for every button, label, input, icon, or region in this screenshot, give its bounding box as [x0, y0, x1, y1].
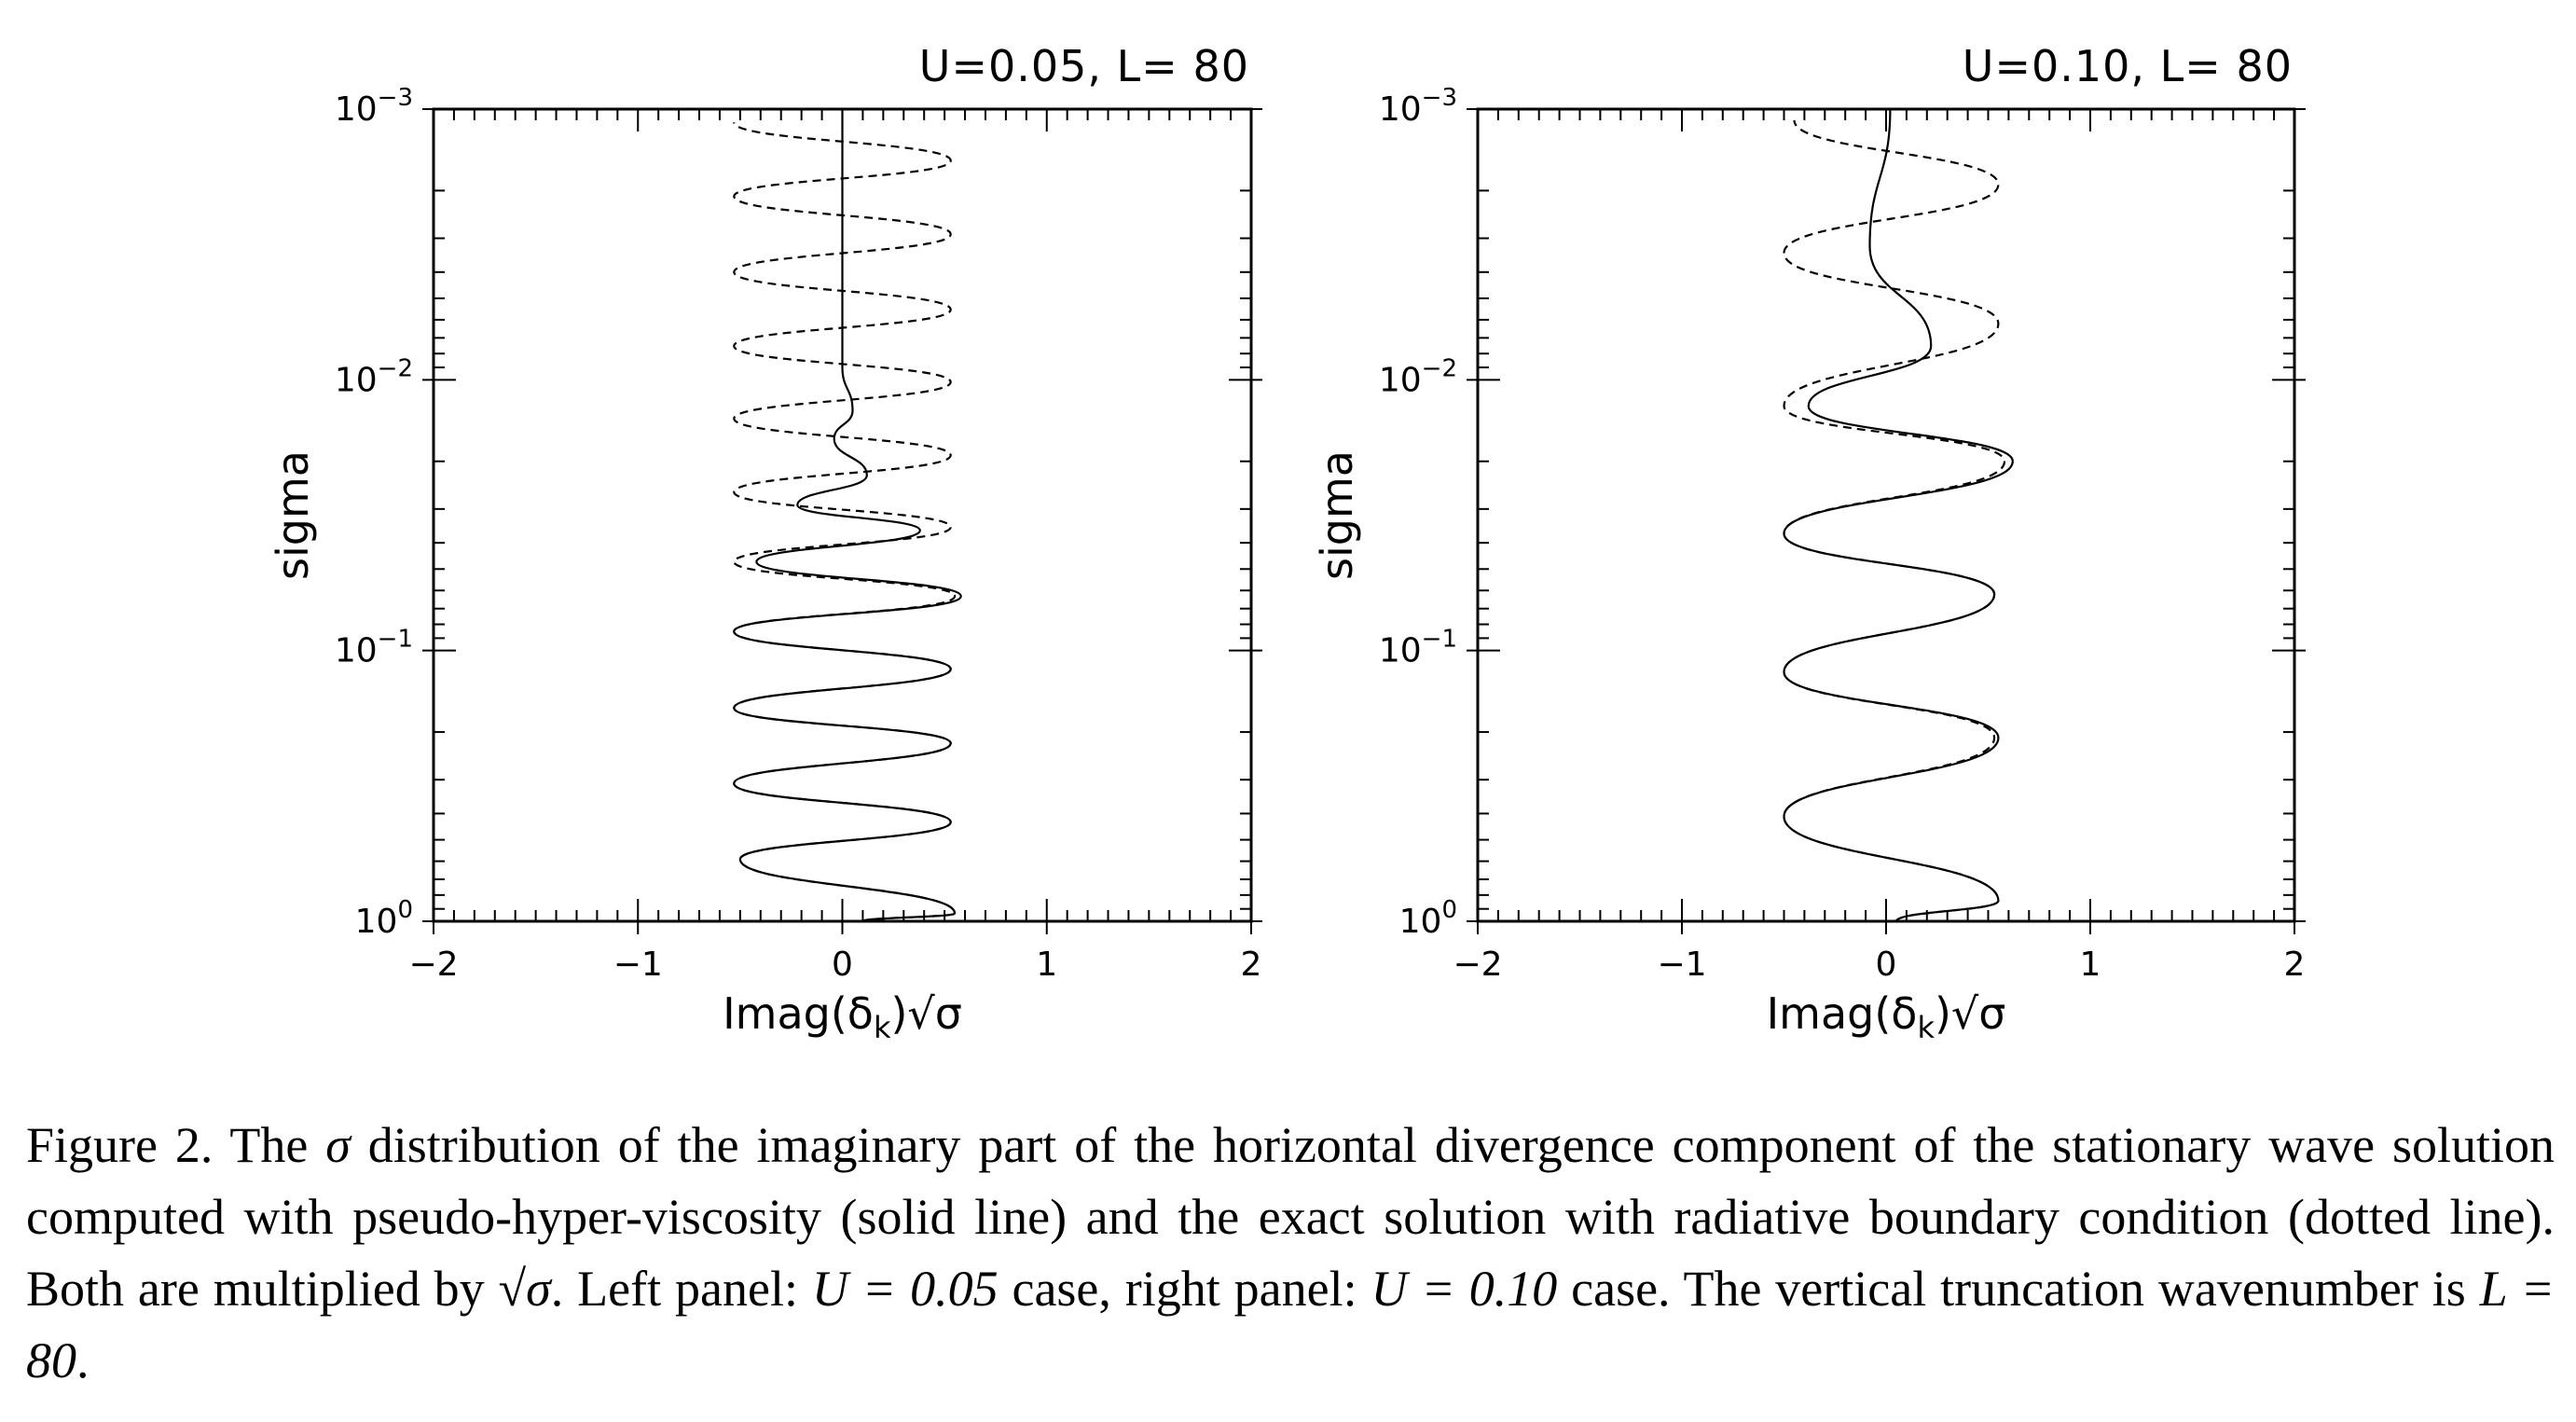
caption-text-1: Figure 2. The	[26, 1117, 326, 1173]
y-tick-label: 100	[355, 896, 413, 941]
y-tick-label: 10−2	[335, 354, 413, 399]
plot-frame	[1476, 107, 2296, 923]
y-tick-label: 100	[1399, 896, 1457, 941]
caption-eq-u010: U = 0.10	[1371, 1261, 1558, 1317]
caption-eq-l80: L = 80	[26, 1261, 2555, 1388]
x-tick-label: 2	[1241, 946, 1262, 984]
caption-text-5: case. The vertical truncation wavenumber…	[1557, 1261, 2480, 1317]
x-tick-label: −2	[1453, 946, 1502, 984]
y-axis-label: sigma	[1312, 450, 1362, 580]
x-axis-label: Imag(δk)√σ	[1767, 988, 2006, 1045]
caption-text-4: case, right panel:	[998, 1261, 1371, 1317]
caption-text-6: .	[76, 1332, 90, 1388]
caption-sqrt-sigma: √σ	[498, 1261, 551, 1317]
left-panel: −2 −1 0 1 2 10−3 10−2 10−1 100 U=0.05, L= 80 Imag(…	[268, 41, 1262, 1045]
y-tick-label: 10−3	[1379, 84, 1457, 129]
series-dashed	[1783, 119, 2006, 923]
x-tick-label: −1	[613, 946, 663, 984]
panel-title: U=0.10, L= 80	[1963, 41, 2293, 91]
caption-eq-u005: U = 0.05	[811, 1261, 999, 1317]
x-axis-label: Imag(δk)√σ	[723, 988, 962, 1045]
x-tick-label: 0	[832, 946, 853, 984]
series-solid	[1783, 108, 2014, 923]
caption-text-2: distribution of the imaginary part of th…	[26, 1117, 2555, 1317]
x-tick-label: 1	[1036, 946, 1057, 984]
series-solid	[733, 109, 962, 923]
x-tick-label: −2	[408, 946, 458, 984]
figure-caption: Figure 2. The σ distribution of the imag…	[26, 1110, 2555, 1397]
x-tick-label: 1	[2080, 946, 2101, 984]
x-tick-label: 2	[2284, 946, 2306, 984]
series-dashed	[733, 121, 957, 923]
y-tick-label: 10−3	[335, 84, 413, 129]
y-tick-label: 10−1	[1379, 626, 1457, 670]
caption-sigma: σ	[325, 1117, 351, 1173]
panel-title: U=0.05, L= 80	[919, 41, 1249, 91]
caption-text-3: . Left panel:	[550, 1261, 812, 1317]
x-tick-label: 0	[1876, 946, 1897, 984]
y-axis-label: sigma	[268, 450, 318, 580]
x-tick-label: −1	[1657, 946, 1706, 984]
right-panel: −2 −1 0 1 2 10−3 10−2 10−1 100 U=0.10, L= 80 Imag(…	[1312, 41, 2306, 1045]
y-tick-label: 10−2	[1379, 354, 1457, 399]
y-tick-label: 10−1	[335, 626, 413, 670]
